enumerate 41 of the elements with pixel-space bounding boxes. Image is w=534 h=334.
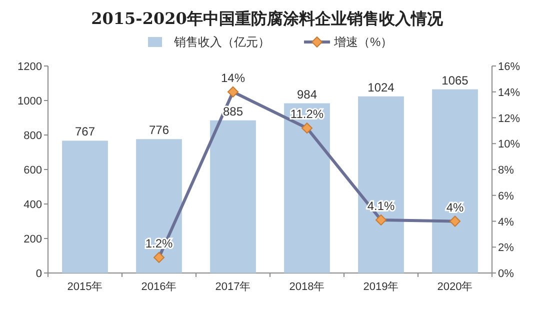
y2-tick-label: 12% xyxy=(498,112,520,125)
data-label: 14% xyxy=(220,70,246,85)
x-tick-label: 2017年 xyxy=(215,281,251,293)
bar xyxy=(136,139,182,273)
y2-tick-label: 2% xyxy=(498,242,514,254)
data-label: 1065 xyxy=(442,73,469,88)
y2-tick-label: 8% xyxy=(498,164,514,176)
legend-label: 增速（%） xyxy=(333,35,393,49)
y-tick-label: 800 xyxy=(24,130,42,142)
bar xyxy=(358,96,404,273)
y-tick-label: 1200 xyxy=(18,61,42,73)
y-tick-label: 600 xyxy=(24,164,42,176)
x-tick-label: 2016年 xyxy=(141,281,177,293)
x-tick-label: 2018年 xyxy=(289,281,325,293)
x-tick-label: 2020年 xyxy=(437,281,473,293)
y2-tick-label: 0% xyxy=(498,268,514,280)
chart-title: 2015-2020年中国重防腐涂料企业销售收入情况 xyxy=(91,9,444,28)
data-label: 4% xyxy=(446,200,464,214)
data-label: 776 xyxy=(148,123,170,138)
y-tick-label: 1000 xyxy=(18,96,42,108)
data-label: 1024 xyxy=(368,80,395,94)
y2-tick-label: 14% xyxy=(498,86,520,99)
y2-tick-label: 6% xyxy=(498,190,514,202)
bar xyxy=(62,140,108,273)
x-tick-label: 2019年 xyxy=(363,281,399,293)
y-tick-label: 200 xyxy=(24,234,42,246)
bar xyxy=(210,120,256,273)
y2-tick-label: 16% xyxy=(498,61,520,73)
data-label: 11.2% xyxy=(290,107,324,122)
y2-tick-label: 10% xyxy=(498,138,520,151)
data-label: 767 xyxy=(74,124,96,139)
bar xyxy=(284,103,330,273)
data-label: 984 xyxy=(296,87,318,102)
y-tick-label: 400 xyxy=(24,199,42,211)
legend-label: 销售收入（亿元） xyxy=(173,35,270,49)
data-label: 1.2% xyxy=(145,236,173,250)
bar xyxy=(432,89,478,273)
data-label: 4.1% xyxy=(367,198,395,213)
y-tick-label: 0 xyxy=(36,268,42,280)
x-tick-label: 2015年 xyxy=(67,281,103,293)
y2-tick-label: 4% xyxy=(498,216,514,228)
